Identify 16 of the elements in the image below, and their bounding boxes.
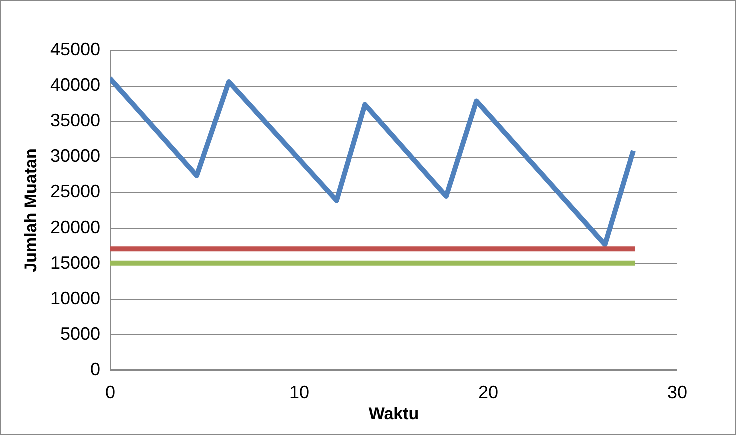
y-tick-label: 0	[90, 360, 100, 380]
x-tick-label: 20	[478, 382, 499, 402]
x-tick-label: 0	[105, 382, 116, 402]
y-axis-title: Jumlah Muatan	[21, 148, 40, 272]
y-tick-label: 5000	[60, 324, 100, 344]
y-tick-label: 45000	[50, 40, 100, 60]
y-tick-label: 35000	[50, 110, 100, 131]
x-tick-label: 30	[667, 382, 688, 402]
y-tick-label: 30000	[50, 146, 100, 166]
x-tick-label: 10	[289, 382, 310, 402]
y-tick-label: 10000	[50, 288, 100, 308]
x-axis-title: Waktu	[368, 404, 420, 424]
y-tick-label: 25000	[50, 182, 100, 202]
y-tick-label: 20000	[50, 217, 100, 238]
y-tick-label: 15000	[50, 252, 100, 273]
y-tick-label: 40000	[50, 75, 100, 96]
